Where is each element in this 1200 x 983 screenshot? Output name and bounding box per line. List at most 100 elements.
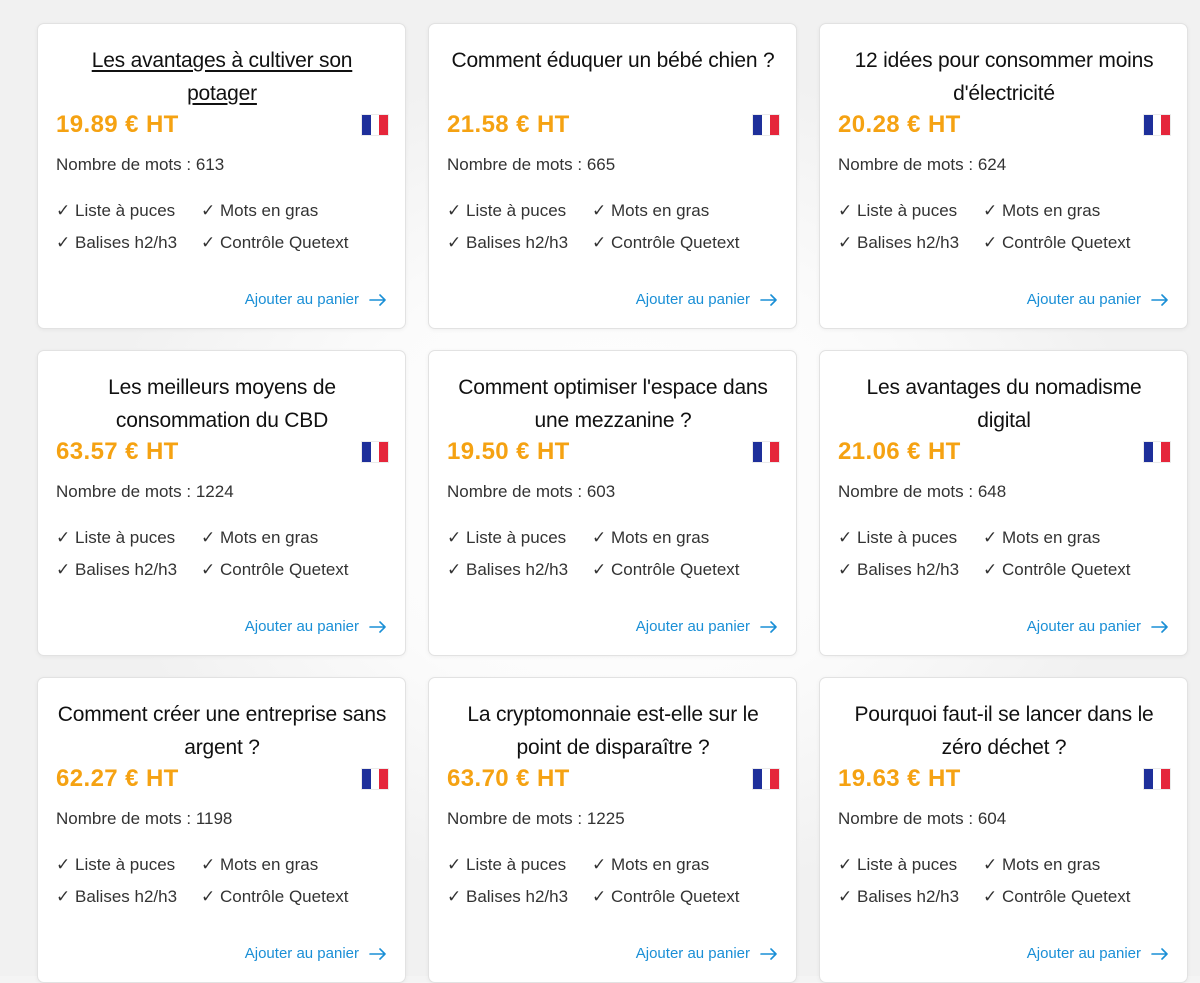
article-card: Comment créer une entreprise sans argent…: [37, 677, 406, 983]
feature-label: Balises h2/h3: [856, 560, 960, 579]
check-icon: ✓: [447, 201, 462, 220]
feature-item: ✓ Mots en gras: [983, 528, 1170, 548]
add-to-cart-link[interactable]: Ajouter au panier: [1027, 291, 1169, 308]
feature-list: ✓ Liste à puces ✓ Mots en gras ✓ Balises h…: [56, 855, 388, 907]
add-to-cart-label: Ajouter au panier: [1026, 945, 1141, 962]
price-row: 21.06 € HT: [838, 438, 1171, 466]
article-price: 63.57 € HT: [56, 438, 179, 465]
article-price: 21.06 € HT: [838, 438, 961, 465]
article-price: 21.58 € HT: [447, 111, 570, 138]
check-icon: ✓: [447, 560, 462, 579]
arrow-right-icon: [1151, 293, 1168, 306]
check-icon: ✓: [56, 233, 71, 252]
price-row: 20.28 € HT: [838, 111, 1171, 139]
feature-label: Contrôle Quetext: [219, 887, 349, 906]
feature-label: Liste à puces: [74, 855, 176, 874]
flag-stripe-blue: [753, 115, 762, 135]
check-icon: ✓: [592, 887, 607, 906]
word-count: Nombre de mots : 665: [447, 155, 616, 174]
feature-label: Contrôle Quetext: [219, 233, 349, 252]
feature-list: ✓ Liste à puces ✓ Mots en gras ✓ Balises h…: [838, 201, 1170, 253]
add-to-cart-link[interactable]: Ajouter au panier: [636, 291, 778, 308]
add-to-cart-label: Ajouter au panier: [1026, 618, 1141, 635]
add-to-cart-label: Ajouter au panier: [244, 291, 359, 308]
article-title[interactable]: Comment créer une entreprise sans argent…: [57, 703, 387, 759]
arrow-right-icon: [369, 947, 386, 960]
article-price: 19.89 € HT: [56, 111, 179, 138]
article-price: 62.27 € HT: [56, 765, 179, 792]
feature-item: ✓ Contrôle Quetext: [983, 233, 1170, 253]
feature-list: ✓ Liste à puces ✓ Mots en gras ✓ Balises h…: [447, 201, 779, 253]
check-icon: ✓: [201, 528, 216, 547]
word-count: Nombre de mots : 624: [838, 155, 1007, 174]
check-icon: ✓: [838, 855, 853, 874]
arrow-right-icon: [1151, 620, 1168, 633]
flag-france-icon: [362, 115, 389, 135]
check-icon: ✓: [592, 528, 607, 547]
add-to-cart-label: Ajouter au panier: [635, 618, 750, 635]
add-to-cart-link[interactable]: Ajouter au panier: [636, 945, 778, 962]
check-icon: ✓: [447, 887, 462, 906]
check-icon: ✓: [838, 201, 853, 220]
check-icon: ✓: [983, 233, 998, 252]
article-title[interactable]: Comment éduquer un bébé chien ?: [451, 49, 775, 72]
flag-stripe-white: [1152, 442, 1162, 462]
check-icon: ✓: [56, 201, 71, 220]
add-to-cart-label: Ajouter au panier: [244, 618, 359, 635]
article-card: Comment éduquer un bébé chien ? 21.58 € …: [428, 23, 797, 329]
feature-label: Balises h2/h3: [74, 560, 178, 579]
feature-item: ✓ Mots en gras: [983, 201, 1170, 221]
article-title[interactable]: 12 idées pour consommer moins d'électric…: [854, 49, 1154, 105]
add-to-cart-link[interactable]: Ajouter au panier: [1027, 945, 1169, 962]
article-card: Les avantages du nomadisme digital 21.06…: [819, 350, 1188, 656]
feature-label: Mots en gras: [610, 528, 710, 547]
feature-item: ✓ Mots en gras: [201, 201, 388, 221]
flag-france-icon: [1144, 115, 1171, 135]
flag-stripe-blue: [1144, 115, 1153, 135]
flag-france-icon: [753, 115, 780, 135]
price-row: 63.57 € HT: [56, 438, 389, 466]
feature-label: Contrôle Quetext: [1001, 233, 1131, 252]
flag-stripe-red: [770, 769, 780, 789]
article-card: Comment optimiser l'espace dans une mezz…: [428, 350, 797, 656]
check-icon: ✓: [592, 201, 607, 220]
article-title[interactable]: La cryptomonnaie est-elle sur le point d…: [467, 703, 759, 759]
check-icon: ✓: [447, 528, 462, 547]
add-to-cart-label: Ajouter au panier: [635, 945, 750, 962]
article-title[interactable]: Les avantages à cultiver son potager: [91, 49, 353, 105]
feature-list: ✓ Liste à puces ✓ Mots en gras ✓ Balises h…: [56, 201, 388, 253]
article-title[interactable]: Les meilleurs moyens de consommation du …: [108, 376, 336, 432]
article-title[interactable]: Les avantages du nomadisme digital: [866, 376, 1142, 432]
check-icon: ✓: [983, 560, 998, 579]
flag-france-icon: [753, 769, 780, 789]
flag-france-icon: [362, 442, 389, 462]
feature-label: Mots en gras: [1001, 528, 1101, 547]
feature-label: Contrôle Quetext: [610, 887, 740, 906]
flag-stripe-white: [1152, 769, 1162, 789]
arrow-right-icon: [369, 620, 386, 633]
feature-label: Liste à puces: [74, 201, 176, 220]
flag-stripe-white: [761, 769, 771, 789]
article-price: 20.28 € HT: [838, 111, 961, 138]
add-to-cart-link[interactable]: Ajouter au panier: [245, 618, 387, 635]
flag-france-icon: [362, 769, 389, 789]
word-count: Nombre de mots : 1225: [447, 809, 625, 828]
add-to-cart-link[interactable]: Ajouter au panier: [245, 291, 387, 308]
article-card-grid: Les avantages à cultiver son potager 19.…: [37, 23, 1188, 983]
check-icon: ✓: [56, 855, 71, 874]
feature-label: Balises h2/h3: [465, 560, 569, 579]
add-to-cart-link[interactable]: Ajouter au panier: [636, 618, 778, 635]
flag-stripe-white: [761, 115, 771, 135]
feature-label: Liste à puces: [856, 201, 958, 220]
flag-stripe-blue: [1144, 442, 1153, 462]
flag-stripe-red: [379, 442, 389, 462]
add-to-cart-link[interactable]: Ajouter au panier: [1027, 618, 1169, 635]
arrow-right-icon: [760, 293, 777, 306]
price-row: 19.89 € HT: [56, 111, 389, 139]
add-to-cart-link[interactable]: Ajouter au panier: [245, 945, 387, 962]
article-title[interactable]: Comment optimiser l'espace dans une mezz…: [458, 376, 768, 432]
flag-stripe-red: [1161, 769, 1171, 789]
add-to-cart-label: Ajouter au panier: [635, 291, 750, 308]
feature-list: ✓ Liste à puces ✓ Mots en gras ✓ Balises h…: [447, 855, 779, 907]
article-title[interactable]: Pourquoi faut-il se lancer dans le zéro …: [854, 703, 1154, 759]
